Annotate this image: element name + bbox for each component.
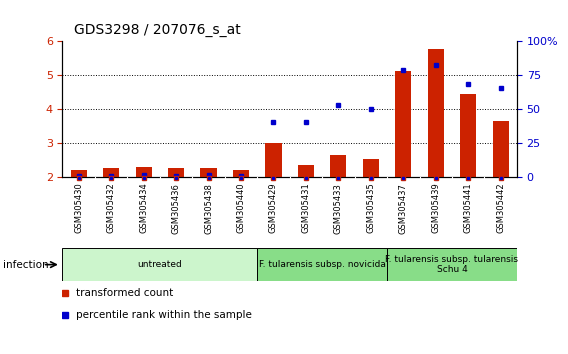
Text: infection: infection (3, 259, 48, 270)
Bar (103, 169, 119, 177)
Bar (201, 169, 216, 177)
Text: transformed count: transformed count (76, 288, 173, 298)
Bar (492, 121, 509, 177)
Text: GSM305435: GSM305435 (366, 183, 375, 233)
Bar (136, 167, 152, 177)
Text: F. tularensis subsp. tularensis
Schu 4: F. tularensis subsp. tularensis Schu 4 (386, 255, 519, 274)
Text: GSM305432: GSM305432 (107, 183, 116, 233)
Bar (265, 143, 282, 177)
Text: GSM305431: GSM305431 (302, 183, 310, 233)
Bar (168, 169, 184, 177)
Text: untreated: untreated (137, 260, 182, 269)
Bar (257, 248, 387, 281)
Text: GSM305429: GSM305429 (269, 183, 278, 233)
Bar (298, 165, 314, 177)
Text: GSM305436: GSM305436 (172, 183, 181, 234)
Text: GSM305434: GSM305434 (139, 183, 148, 233)
Text: GSM305433: GSM305433 (334, 183, 343, 234)
Text: percentile rank within the sample: percentile rank within the sample (76, 309, 252, 320)
Bar (62, 248, 257, 281)
Bar (395, 72, 411, 177)
Text: GSM305430: GSM305430 (74, 183, 83, 233)
Bar (363, 159, 379, 177)
Text: GSM305439: GSM305439 (431, 183, 440, 233)
Text: GSM305441: GSM305441 (463, 183, 473, 233)
Bar (233, 170, 249, 177)
Text: GSM305437: GSM305437 (399, 183, 408, 234)
Text: F. tularensis subsp. novicida: F. tularensis subsp. novicida (258, 260, 386, 269)
Text: GSM305442: GSM305442 (496, 183, 505, 233)
Bar (460, 93, 477, 177)
Bar (70, 170, 87, 177)
Text: GSM305438: GSM305438 (204, 183, 213, 234)
Bar (330, 155, 346, 177)
Bar (428, 49, 444, 177)
Bar (387, 248, 517, 281)
Text: GDS3298 / 207076_s_at: GDS3298 / 207076_s_at (74, 23, 241, 37)
Text: GSM305440: GSM305440 (236, 183, 245, 233)
